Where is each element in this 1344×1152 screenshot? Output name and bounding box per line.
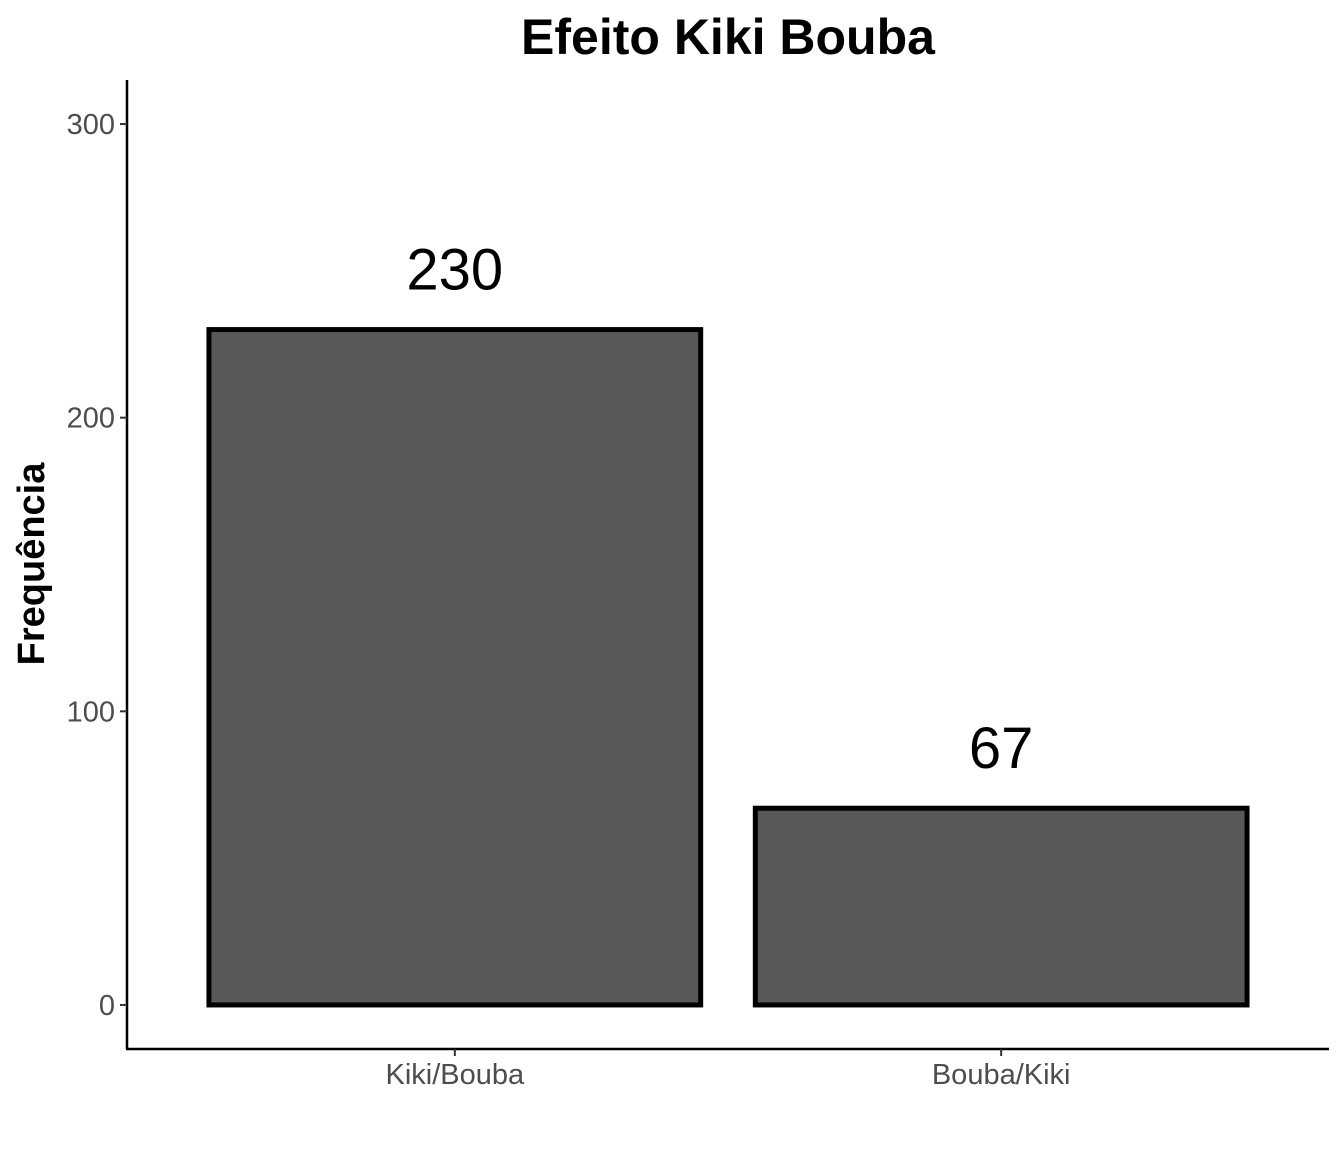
y-tick-label: 200 bbox=[67, 403, 115, 435]
y-tick-label: 100 bbox=[67, 696, 115, 728]
y-tick-label: 0 bbox=[99, 990, 115, 1022]
data-labels: 230 67 bbox=[406, 238, 1033, 782]
chart-title: Efeito Kiki Bouba bbox=[521, 9, 936, 65]
x-axis-ticks: Kiki/Bouba Bouba/Kiki bbox=[385, 1049, 1071, 1091]
data-label: 230 bbox=[406, 238, 503, 303]
x-tick-label: Bouba/Kiki bbox=[932, 1059, 1071, 1091]
bar-bouba-kiki bbox=[752, 805, 1250, 1008]
y-axis-ticks: 0 100 200 300 bbox=[67, 109, 127, 1022]
data-label: 67 bbox=[969, 716, 1034, 781]
x-tick-label: Kiki/Bouba bbox=[385, 1059, 525, 1091]
y-tick-label: 300 bbox=[67, 109, 115, 141]
y-axis-label: Frequência bbox=[11, 462, 53, 666]
bars bbox=[206, 327, 1250, 1008]
bar-kiki-bouba bbox=[206, 327, 704, 1008]
